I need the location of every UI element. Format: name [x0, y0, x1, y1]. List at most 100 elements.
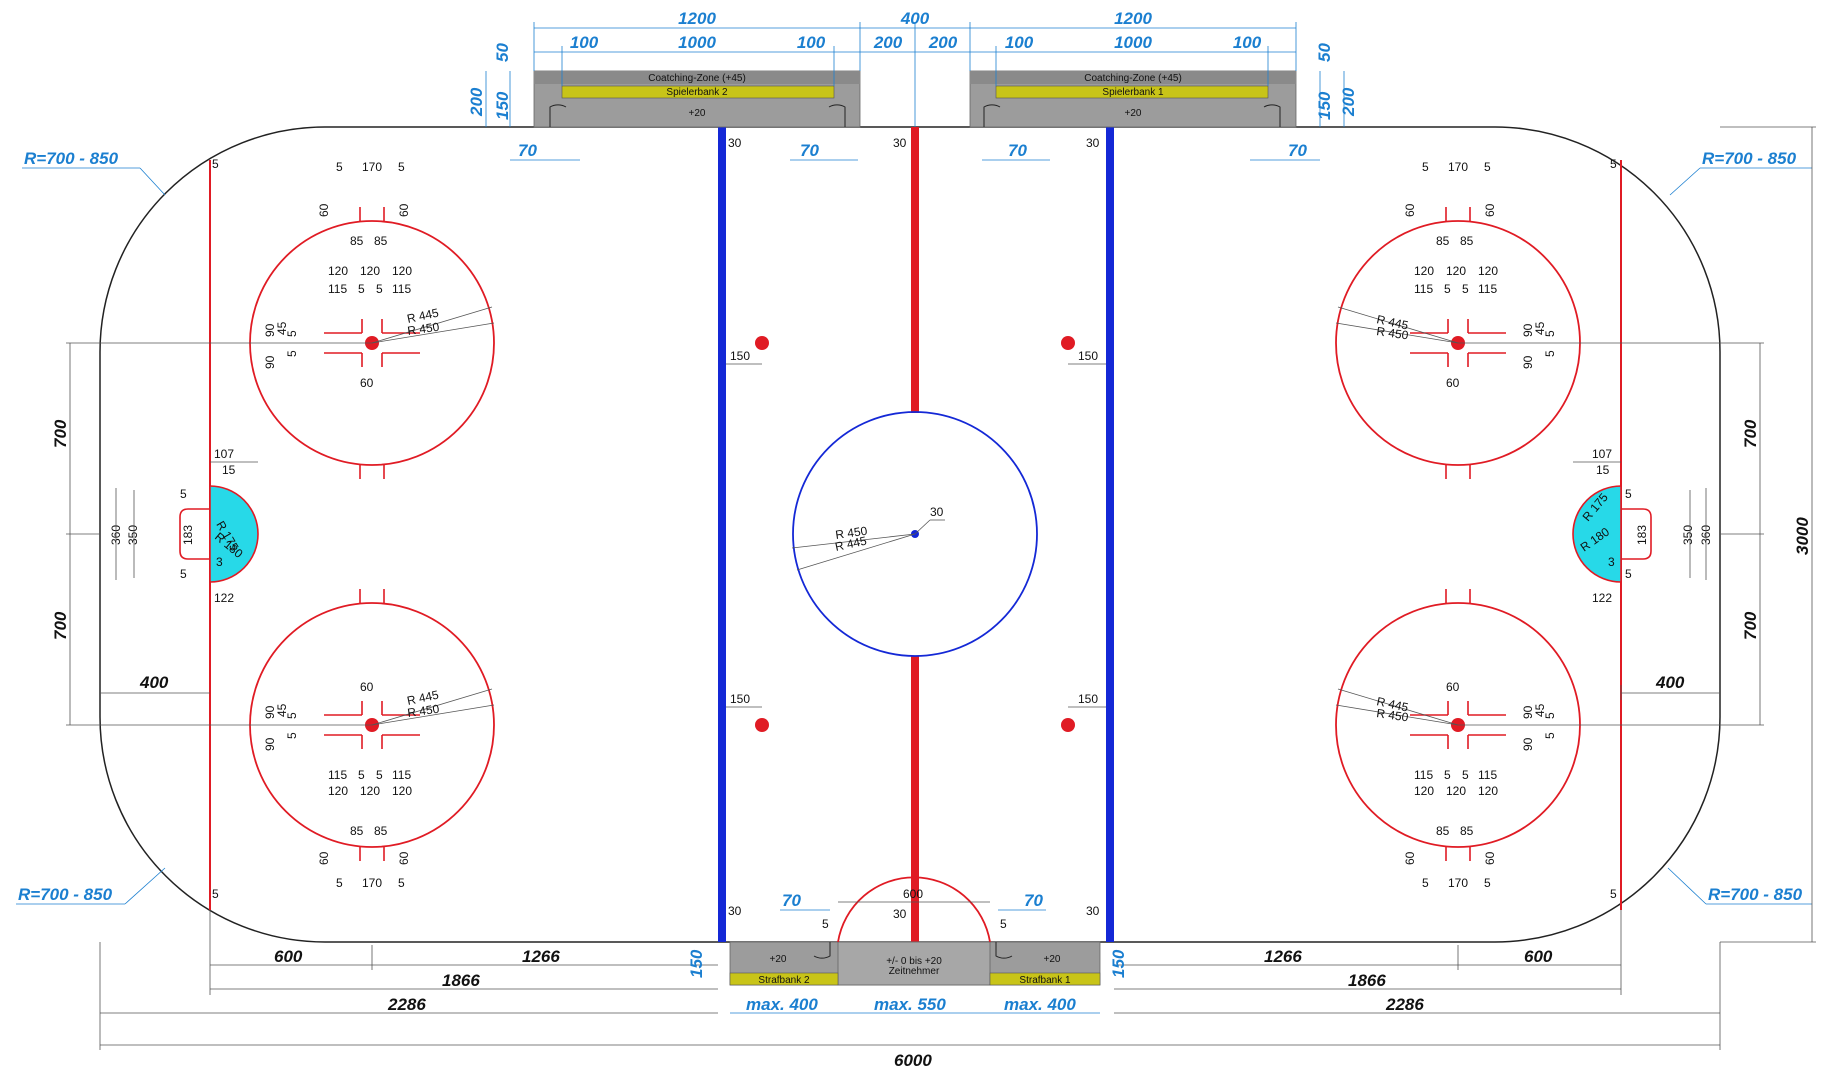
goal-net-right — [1621, 508, 1652, 560]
blue-line-right — [1106, 127, 1114, 942]
dim-600-center: 600 — [903, 887, 923, 901]
dim-top-1000-l: 1000 — [678, 33, 716, 52]
top-dimensions: 1200 400 1200 100 1000 100 200 200 100 1… — [467, 9, 1358, 161]
fo-dim-90a-br: 90 — [1521, 705, 1535, 719]
fo-dim-60a-tr: 60 — [1403, 203, 1417, 217]
coaching-zone-left: Coatching-Zone (+45) — [648, 73, 746, 84]
fo-dim-60c-bl: 60 — [360, 680, 374, 694]
fo-dim-170-tr: 170 — [1448, 160, 1468, 174]
dim-1266-bl: 1266 — [522, 947, 560, 966]
dim-30-center: 30 — [893, 907, 907, 921]
fo-dim-120a-br: 120 — [1414, 784, 1434, 798]
dim-2286-l: 2286 — [387, 995, 426, 1014]
center-r445: R 445 — [834, 534, 869, 554]
fo-dim-60c-tr: 60 — [1446, 376, 1460, 390]
fo-dim-90b-bl: 90 — [263, 737, 277, 751]
goal-line-dim-br: 5 — [1610, 887, 1617, 901]
fo-dim-85a-br: 85 — [1436, 824, 1450, 838]
rink-boards — [99, 126, 1721, 943]
fo-dim-60b-tl: 60 — [397, 203, 411, 217]
fo-dim-120a-bl: 120 — [328, 784, 348, 798]
dim-top-200-l: 200 — [873, 33, 903, 52]
dim-h150-r: 150 — [1315, 91, 1334, 120]
fo-dim-120c-tr: 120 — [1478, 264, 1498, 278]
goal-dim-183-l: 183 — [181, 525, 195, 545]
fo-dim-85b-tr: 85 — [1460, 234, 1474, 248]
dim-700-l2: 700 — [51, 611, 70, 640]
fo-dim-120b-bl: 120 — [360, 784, 380, 798]
dim-600-br: 600 — [1524, 947, 1553, 966]
fo-dim-85a-tr: 85 — [1436, 234, 1450, 248]
dim-max400-r: max. 400 — [1004, 995, 1076, 1014]
fo-dim-5d-tl: 5 — [376, 282, 383, 296]
dim-70-tr2: 70 — [1288, 141, 1307, 160]
fo-dim-60a-br: 60 — [1403, 851, 1417, 865]
dim-150-br: 150 — [1109, 949, 1128, 978]
dim-70-bl: 70 — [782, 891, 801, 910]
fo-dim-170-br: 170 — [1448, 876, 1468, 890]
fo-dim-5c-tr: 5 — [1444, 282, 1451, 296]
fo-dim-5f-tr: 5 — [1543, 350, 1557, 357]
fo-dim-115b-tr: 115 — [1478, 282, 1497, 296]
goal-left: 107 15 122 360 350 183 R 175 R 180 5 5 3 — [109, 447, 259, 605]
fo-dim-85b-bl: 85 — [374, 824, 388, 838]
fo-dim-90b-tr: 90 — [1521, 355, 1535, 369]
blue-line-left — [718, 127, 726, 942]
fo-dim-5e-br: 5 — [1543, 712, 1557, 719]
bench-bottom: +20 Strafbank 2 +/- 0 bis +20 Zeitnehmer… — [729, 876, 1101, 986]
zeitnehmer: Zeitnehmer — [889, 966, 940, 977]
fo-dim-120c-tl: 120 — [392, 264, 412, 278]
dim-h200-r: 200 — [1339, 87, 1358, 117]
dim-700-r2: 700 — [1741, 611, 1760, 640]
strafbank-1: Strafbank 1 — [1019, 975, 1071, 986]
goal-dim-107-r: 107 — [1592, 447, 1612, 461]
neutral-dim-br: 150 — [1078, 692, 1098, 706]
dim-1866-bl: 1866 — [442, 971, 480, 990]
fo-dim-120a-tr: 120 — [1414, 264, 1434, 278]
goal-crease-left — [209, 485, 259, 583]
goal-dim-350-r: 350 — [1681, 525, 1695, 545]
neutral-dim-tl: 150 — [730, 349, 750, 363]
coaching-zone-right: Coatching-Zone (+45) — [1084, 73, 1182, 84]
dim-max550: max. 550 — [874, 995, 946, 1014]
dim-top-100-l2: 100 — [797, 33, 826, 52]
neutral-spot-tr — [1061, 336, 1075, 350]
blue-line-width-bl: 30 — [728, 904, 742, 918]
dim-h150-l: 150 — [493, 91, 512, 120]
fo-r445-tr: R 445 — [1375, 312, 1410, 332]
radius-line-450-tl — [371, 322, 495, 344]
fo-r445-br: R 445 — [1375, 694, 1410, 714]
dim-70-tr1: 70 — [1008, 141, 1027, 160]
fo-dim-120b-br: 120 — [1446, 784, 1466, 798]
fo-dim-120c-bl: 120 — [392, 784, 412, 798]
fo-dim-5c-bl: 5 — [358, 768, 365, 782]
fo-r450-br: R 450 — [1376, 706, 1410, 724]
fo-dim-115a-tl: 115 — [328, 282, 347, 296]
bench-bottom-left-plus: +20 — [770, 954, 787, 965]
fo-dim-170-tl: 170 — [362, 160, 382, 174]
spielerbank-1: Spielerbank 1 — [1102, 87, 1164, 98]
fo-dim-60c-br: 60 — [1446, 680, 1460, 694]
fo-dim-5f-br: 5 — [1543, 732, 1557, 739]
goal-dim-5-r: 5 — [1625, 487, 1632, 501]
goal-dim-3-l: 3 — [216, 555, 223, 569]
fo-dim-5c-br: 5 — [1444, 768, 1451, 782]
fo-r445-bl: R 445 — [406, 688, 441, 708]
side-dimensions: 700 700 700 700 3000 400 400 — [51, 126, 1816, 943]
dim-top-100-r1: 100 — [1005, 33, 1034, 52]
fo-dim-85b-tl: 85 — [374, 234, 388, 248]
blue-line-width-br: 30 — [1086, 904, 1100, 918]
dim-1266-br: 1266 — [1264, 947, 1302, 966]
fo-dim-5b-bl: 5 — [398, 876, 405, 890]
dim-1866-br: 1866 — [1348, 971, 1386, 990]
fo-dim-5d-tr: 5 — [1462, 282, 1469, 296]
fo-dim-5a-br: 5 — [1422, 876, 1429, 890]
dim-top-1200-left: 1200 — [678, 9, 716, 28]
dim-70-tl1: 70 — [518, 141, 537, 160]
goal-line-dim-tr: 5 — [1610, 157, 1617, 171]
dim-h50-l: 50 — [493, 43, 512, 62]
goal-dim-15-r: 15 — [1596, 463, 1610, 477]
zeitnehmer-plus: +/- 0 bis +20 — [886, 956, 942, 967]
fo-dim-5e-bl: 5 — [285, 712, 299, 719]
dim-2286-r: 2286 — [1385, 995, 1424, 1014]
